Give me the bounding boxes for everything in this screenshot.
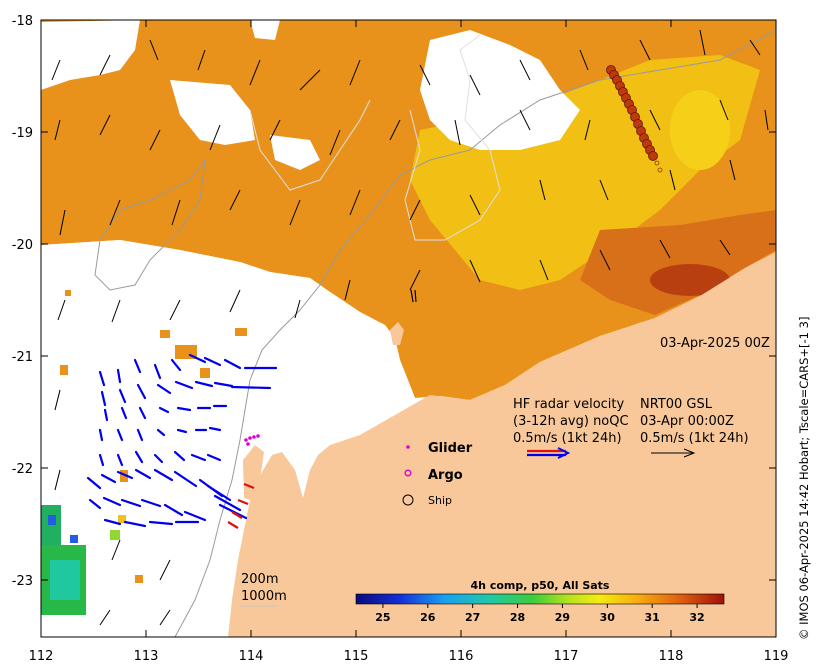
legend-radar-arrow	[527, 447, 571, 459]
coastal-feature	[410, 289, 417, 303]
sst-warm-core	[650, 264, 730, 296]
colorbar	[355, 593, 725, 605]
bathymetry-1000m	[249, 34, 501, 241]
cloud-gap	[41, 20, 140, 90]
colorbar-tick-label: 29	[555, 611, 570, 624]
cloud-gap	[270, 135, 320, 170]
x-tick-label: 112	[29, 649, 54, 664]
glider-track	[244, 434, 260, 446]
y-tick-label: -20	[12, 238, 33, 253]
legend-radar-line3: 0.5m/s (1kt 24h)	[513, 431, 622, 446]
colorbar-tick-label: 31	[645, 611, 660, 624]
hf-radar-red-arrows	[227, 482, 255, 529]
plot-frame	[40, 19, 777, 638]
sst-yellow-core	[670, 90, 730, 170]
x-tick-label: 113	[134, 649, 159, 664]
glider-marker	[406, 445, 410, 449]
colorbar-tick-label: 32	[689, 611, 704, 624]
y-ticks	[41, 19, 776, 581]
western-white	[41, 240, 415, 637]
colorbar-tick-label: 30	[600, 611, 616, 624]
legend-radar-line1: HF radar velocity	[513, 397, 625, 412]
legend-argo: Argo	[428, 468, 463, 483]
y-tick-label: -19	[12, 126, 33, 141]
land-island	[390, 322, 404, 345]
y-tick-label: -22	[12, 462, 33, 477]
y-tick-label: -23	[12, 574, 33, 589]
ship-track-tail	[654, 160, 663, 173]
x-tick-label: 117	[554, 649, 579, 664]
cloud-gap	[170, 80, 255, 145]
x-ticks	[40, 20, 777, 637]
depth-label-1000m: 1000m	[241, 589, 287, 604]
legend-radar-line2: (3-12h avg) noQC	[513, 414, 629, 429]
legend-ship: Ship	[428, 494, 452, 507]
sst-field-yellow	[410, 55, 760, 290]
date-label: 03-Apr-2025 00Z	[660, 336, 770, 351]
ship-marker	[402, 494, 414, 506]
legend-model-line1: NRT00 GSL	[640, 397, 713, 412]
legend-model-line2: 03-Apr 00:00Z	[640, 414, 734, 429]
legend-glider: Glider	[428, 441, 473, 456]
x-tick-label: 115	[344, 649, 369, 664]
y-tick-label: -18	[12, 14, 33, 29]
depth-label-200m: 200m	[241, 572, 278, 587]
credit-text: © IMOS 06-Apr-2025 14:42 Hobart; Tscale=…	[797, 316, 811, 640]
colorbar-tick-label: 26	[420, 611, 436, 624]
bathymetry-200m	[94, 29, 776, 637]
legend-model-line3: 0.5m/s (1kt 24h)	[640, 431, 749, 446]
argo-marker	[404, 469, 412, 477]
x-tick-label: 114	[239, 649, 264, 664]
hf-radar-arrows	[86, 353, 278, 528]
colorbar-title: 4h comp, p50, All Sats	[471, 579, 610, 592]
cloud-gap	[250, 20, 280, 40]
x-tick-label: 116	[449, 649, 474, 664]
x-tick-label: 118	[659, 649, 684, 664]
sst-cool-patch	[41, 505, 126, 615]
y-tick-label: -21	[12, 350, 33, 365]
x-tick-label: 119	[764, 649, 789, 664]
colorbar-tick-label: 27	[465, 611, 480, 624]
colorbar-tick-label: 25	[375, 611, 390, 624]
model-current-arrows	[51, 29, 769, 626]
sst-field-warm	[580, 210, 776, 315]
colorbar-tick-label: 28	[510, 611, 525, 624]
cloud-gap	[420, 30, 580, 150]
legend-model-arrow	[651, 448, 696, 458]
land-mainland	[228, 252, 776, 637]
ship-track	[606, 65, 658, 161]
